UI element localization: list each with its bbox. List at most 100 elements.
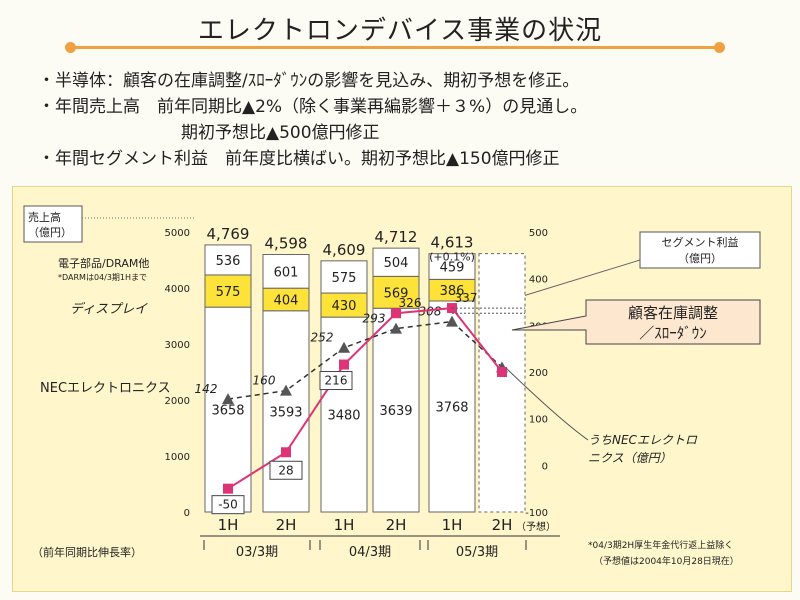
segment-profit-label: -50	[218, 498, 238, 512]
segment-profit-label-box	[269, 460, 303, 480]
callout-line-2: ／ｽﾛｰﾀﾞｳﾝ	[639, 324, 707, 342]
left-axis-tick: 5000	[165, 228, 190, 239]
title-underline	[65, 42, 725, 53]
bullet-annual-sales-revision: 期初予想比▲500億円修正	[181, 123, 380, 143]
bar-segment-nec-electronics-label: 3480	[327, 409, 360, 424]
right-axis-tick: 0	[542, 461, 548, 472]
right-axis-tick: -100	[525, 508, 548, 519]
segment-profit-marker	[339, 359, 349, 370]
segment-profit-label: 326	[399, 296, 422, 310]
segment-profit-label-box	[211, 495, 245, 515]
segment-profit-label-box	[319, 371, 353, 391]
footnote-right-1: *04/3期2H厚生年金代行返上益除く	[588, 539, 733, 551]
legend-electronic-parts-note: *DARMは04/3期1Hまで	[58, 273, 147, 282]
bar-segment-electronic-parts-label: 575	[216, 285, 241, 300]
bar-segment-display-label: 536	[216, 254, 241, 269]
left-axis-tick: 2000	[165, 396, 190, 407]
nec-profit-annotation-1: うちNECエレクトロ	[588, 433, 698, 447]
bar-segment-display	[262, 254, 310, 289]
nec-profit-marker	[390, 322, 402, 334]
segment-profit-marker	[281, 447, 291, 458]
bar-total-label: 4,613	[431, 234, 474, 252]
bar-total-label: 4,769	[207, 225, 250, 243]
left-axis-label: 売上高	[28, 210, 61, 224]
callout-box	[511, 299, 761, 345]
callout-line-1: 顧客在庫調整	[628, 304, 718, 322]
segment-profit-marker	[223, 483, 233, 494]
page-title: エレクトロンデバイス事業の状況	[197, 16, 603, 46]
nec-profit-label: 293	[363, 312, 386, 326]
legend-nec-electronics: NECエレクトロニクス	[40, 381, 171, 396]
underline-dot-left	[65, 42, 76, 53]
segment-profit-marker	[391, 308, 401, 319]
bar-segment-display-label: 504	[384, 256, 409, 271]
segment-profit-marker	[497, 367, 507, 377]
footnote-left: （前年同期比伸長率）	[32, 545, 142, 559]
category-label: 2H	[386, 516, 407, 534]
left-axis-tick: 0	[184, 508, 190, 519]
segment-profit-label: 28	[278, 463, 293, 477]
nec-profit-label: 252	[311, 331, 334, 345]
nec-profit-marker	[338, 341, 350, 353]
bar-segment-electronic-parts	[372, 275, 420, 309]
left-axis-tick: 3000	[165, 340, 190, 351]
nec-profit-marker	[222, 393, 234, 405]
left-axis-tick: 1000	[165, 452, 190, 463]
left-axis-tick: 4000	[165, 284, 190, 295]
bar-segment-electronic-parts-label: 430	[332, 299, 357, 314]
footnote-right-2: （予想値は2004年10月28日現在）	[594, 555, 739, 567]
category-label: 1H	[442, 516, 463, 534]
category-label: 2H	[276, 516, 297, 534]
bar-segment-electronic-parts	[320, 292, 368, 318]
segment-profit-label: 337	[455, 291, 478, 305]
bar-segment-nec-electronics-label: 3593	[269, 405, 302, 420]
nec-profit-label: 308	[419, 305, 442, 319]
bar-segment-display	[428, 253, 476, 280]
nec-profit-annotation-leader	[505, 367, 589, 441]
bar-segment-display-label: 601	[274, 265, 299, 280]
bar-segment-display	[320, 260, 368, 294]
fiscal-group-label: 05/3期	[456, 545, 498, 560]
underline-dot-right	[714, 42, 725, 53]
legend-electronic-parts: 電子部品/DRAM他	[58, 256, 149, 270]
bar-segment-nec-electronics-label: 3658	[211, 404, 244, 419]
bullet-annual-sales: ・年間売上高 前年同期比▲2%（除く事業再編影響＋３%）の見通し。	[38, 97, 588, 117]
bar-segment-nec-electronics	[372, 307, 420, 513]
bar-total-label: 4,598	[265, 235, 308, 253]
category-label: 1H	[218, 516, 239, 534]
bar-total-label: 4,712	[375, 228, 418, 246]
bar-segment-display	[372, 247, 420, 277]
category-label: 2H	[492, 516, 513, 534]
right-axis-label-leader	[509, 259, 641, 301]
bar-segment-nec-electronics-label: 3768	[435, 400, 468, 415]
right-axis-tick: 400	[529, 275, 548, 286]
left-axis-label-box	[23, 205, 83, 243]
right-axis-label: セグメント利益	[662, 235, 739, 249]
right-axis-tick: 500	[529, 228, 548, 239]
right-axis-label-unit: （億円）	[678, 252, 722, 265]
nec-profit-annotation-2: ニクス（億円）	[588, 451, 672, 465]
legend-display: ディスプレイ	[70, 301, 148, 317]
bar-forecast	[478, 253, 526, 513]
bar-segment-display-label: 459	[440, 261, 465, 276]
bar-segment-display	[204, 244, 252, 276]
bar-segment-nec-electronics	[204, 306, 252, 513]
nec-profit-line	[227, 320, 503, 400]
bullet-segment-profit: ・年間セグメント利益 前年度比横ばい。期初予想比▲150億円修正	[38, 149, 560, 169]
bar-segment-nec-electronics-label: 3639	[379, 404, 412, 419]
fiscal-group-label: 04/3期	[349, 545, 391, 560]
category-label: 1H	[334, 516, 355, 534]
bar-total-label: 4,609	[323, 241, 366, 259]
segment-profit-label: 216	[325, 374, 348, 388]
bar-segment-electronic-parts-label: 404	[274, 293, 299, 308]
bar-segment-electronic-parts-label: 386	[440, 284, 465, 299]
segment-profit-line	[227, 307, 503, 490]
bar-segment-electronic-parts	[204, 274, 252, 308]
nec-profit-marker	[446, 315, 458, 327]
left-axis-label-unit: （億円）	[28, 226, 72, 239]
right-axis-label-box	[639, 231, 761, 269]
nec-profit-label: 160	[253, 374, 276, 388]
total-growth-note: (+0.1%)	[429, 251, 475, 264]
right-axis-tick: 200	[529, 368, 548, 379]
